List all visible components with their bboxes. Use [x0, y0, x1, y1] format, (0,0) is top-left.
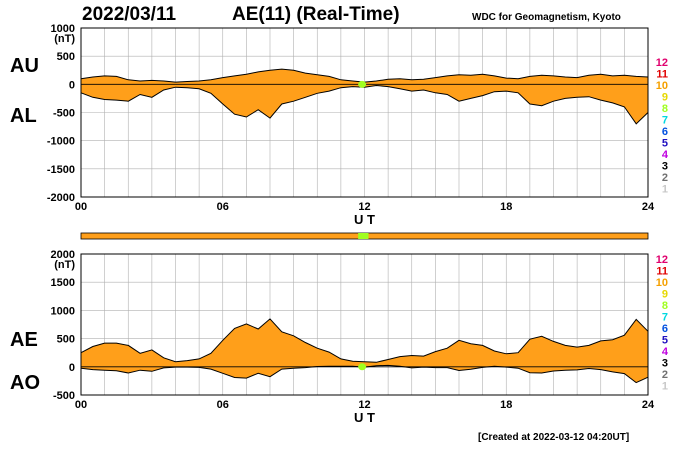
created-timestamp: [Created at 2022-03-12 04:20UT] — [478, 432, 630, 443]
area-fill-au-al — [81, 69, 648, 124]
legend-item-8: 8 — [662, 103, 668, 115]
legend-item-6: 6 — [662, 126, 668, 138]
y-axis-unit: (nT) — [54, 259, 75, 271]
y-tick-label: 2000 — [51, 249, 75, 261]
legend-item-5: 5 — [662, 138, 668, 150]
y-tick-label: -500 — [53, 390, 75, 402]
highlight-marker — [358, 80, 367, 88]
y-tick-label: 500 — [57, 51, 75, 63]
y-tick-label: -1000 — [47, 136, 75, 148]
legend-item-11: 11 — [656, 69, 668, 81]
legend-item-9: 9 — [662, 92, 668, 104]
series-line-ae — [80, 318, 649, 363]
y-tick-label: 0 — [69, 79, 75, 91]
x-tick-label: 18 — [500, 399, 512, 411]
legend-item-4: 4 — [662, 346, 669, 358]
series-line-al — [80, 84, 649, 125]
highlight-marker — [358, 363, 367, 371]
x-tick-label: 00 — [75, 399, 87, 411]
y-tick-label: -1500 — [47, 164, 75, 176]
legend-item-6: 6 — [662, 323, 668, 335]
legend-item-11: 11 — [656, 266, 668, 278]
y-tick-label: -2000 — [47, 192, 75, 204]
x-tick-label: 00 — [75, 201, 87, 213]
legend-item-10: 10 — [656, 277, 668, 289]
y-tick-label: 1000 — [51, 305, 75, 317]
y-axis-unit: (nT) — [54, 33, 75, 45]
x-tick-label: 24 — [642, 399, 655, 411]
legend-item-2: 2 — [662, 172, 668, 184]
x-tick-label: 18 — [500, 201, 512, 213]
x-tick-label: 12 — [358, 201, 370, 213]
legend-item-7: 7 — [662, 312, 668, 324]
series-label-al: AL — [10, 105, 37, 127]
series-label-ae: AE — [10, 329, 38, 351]
legend-item-7: 7 — [662, 115, 668, 127]
chart-date: 2022/03/11 — [82, 4, 177, 25]
legend-item-3: 3 — [662, 358, 668, 370]
y-tick-label: 1000 — [51, 23, 75, 35]
data-source: WDC for Geomagnetism, Kyoto — [472, 12, 621, 23]
plot-frame — [80, 27, 649, 198]
legend-item-12: 12 — [656, 254, 668, 266]
station-count-highlight — [358, 233, 369, 239]
y-tick-label: 0 — [69, 362, 75, 374]
legend-item-12: 12 — [656, 57, 668, 69]
chart-title: AE(11) (Real-Time) — [232, 4, 400, 25]
legend-item-3: 3 — [662, 161, 668, 173]
legend-item-8: 8 — [662, 300, 668, 312]
y-tick-label: 1500 — [51, 277, 75, 289]
series-label-ao: AO — [10, 372, 40, 394]
x-tick-label: 24 — [642, 201, 655, 213]
legend-item-1: 1 — [662, 381, 668, 393]
series-label-au: AU — [10, 55, 39, 77]
legend-item-5: 5 — [662, 335, 668, 347]
legend-item-1: 1 — [662, 184, 668, 196]
x-tick-label: 12 — [358, 399, 370, 411]
x-axis-label: U T — [354, 410, 375, 425]
legend-item-4: 4 — [662, 149, 669, 161]
x-tick-label: 06 — [217, 399, 229, 411]
x-tick-label: 06 — [217, 201, 229, 213]
legend-item-9: 9 — [662, 289, 668, 301]
plot-frame — [80, 253, 649, 396]
legend-item-2: 2 — [662, 369, 668, 381]
y-tick-label: -500 — [53, 108, 75, 120]
legend-item-10: 10 — [656, 80, 668, 92]
x-axis-label: U T — [354, 212, 375, 227]
y-tick-label: 500 — [57, 334, 75, 346]
